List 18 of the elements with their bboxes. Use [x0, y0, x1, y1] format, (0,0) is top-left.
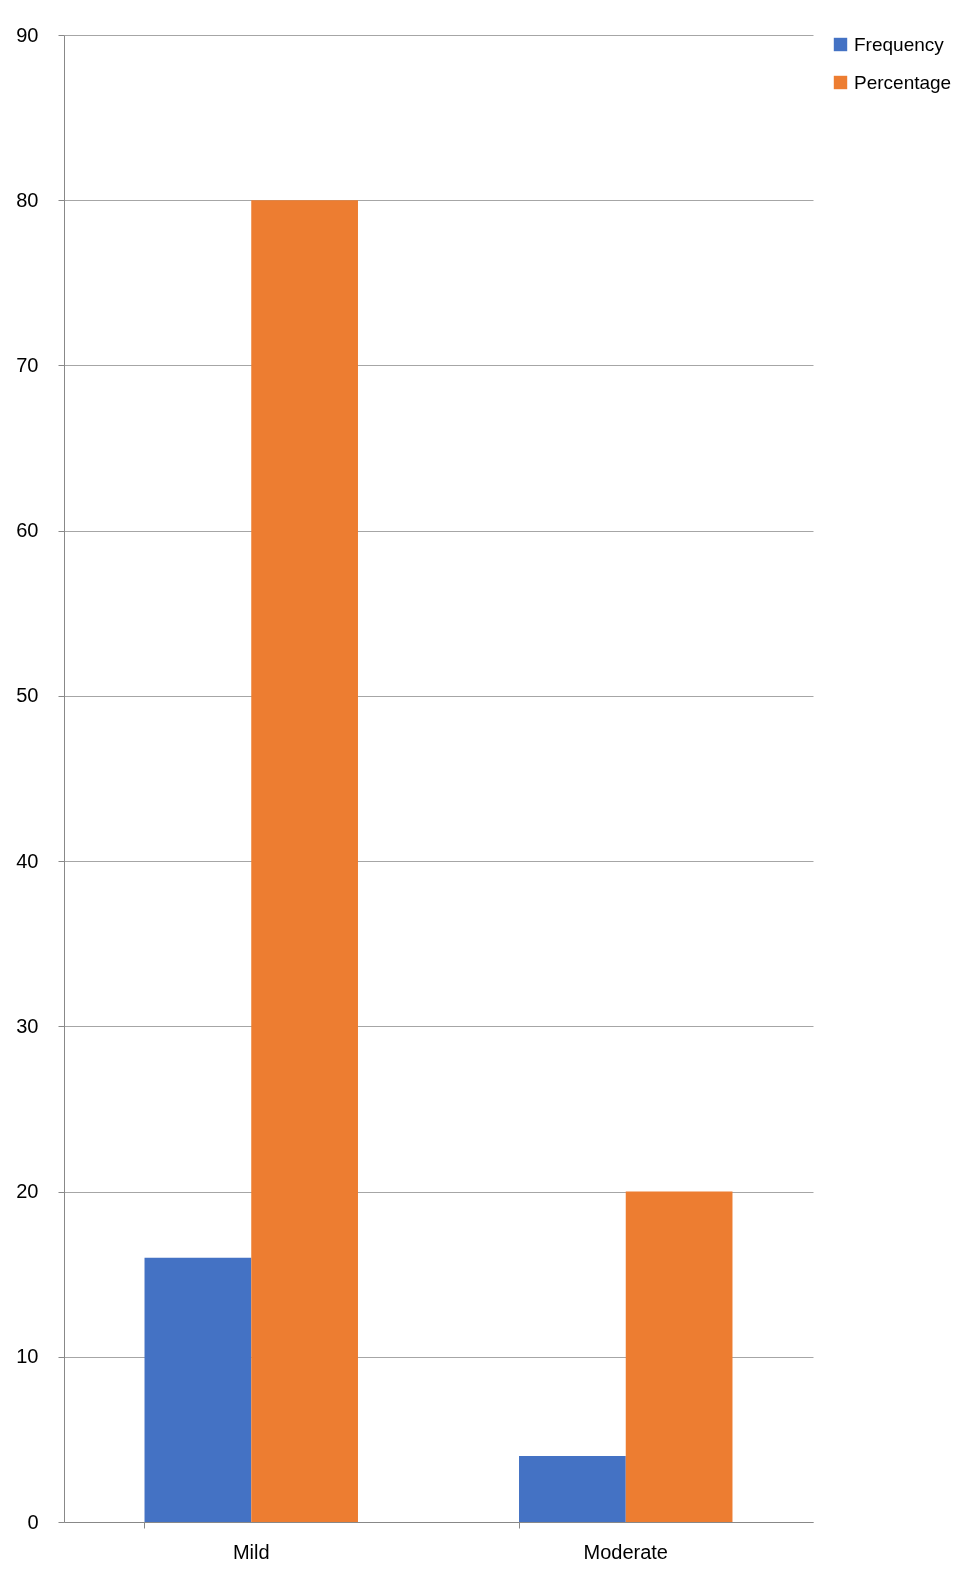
legend-label: Frequency [854, 33, 945, 55]
bar [144, 1257, 252, 1522]
y-tick-label: 10 [16, 1345, 39, 1368]
bar [251, 200, 358, 1522]
x-tick-label: Mild [232, 1540, 270, 1563]
y-tick-label: 80 [16, 188, 39, 211]
x-tick-label: Moderate [583, 1540, 668, 1563]
y-tick-label: 20 [16, 1180, 39, 1203]
bar [625, 1191, 733, 1522]
legend-label: Percentage [854, 71, 952, 93]
y-tick-label: 40 [16, 849, 39, 872]
bar [519, 1455, 626, 1522]
y-tick-label: 50 [16, 684, 39, 707]
y-tick-label: 90 [16, 23, 39, 46]
y-tick-label: 0 [27, 1510, 39, 1533]
y-tick-label: 30 [16, 1014, 39, 1037]
y-tick-label: 70 [16, 353, 39, 376]
y-tick-label: 60 [16, 519, 39, 542]
